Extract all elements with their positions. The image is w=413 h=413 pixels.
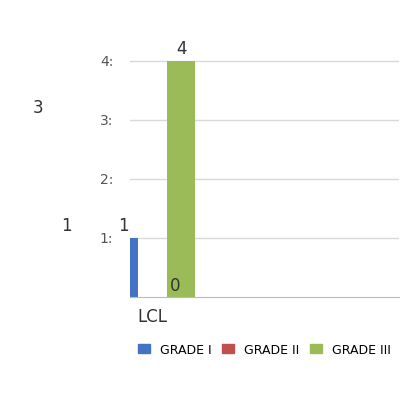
Text: 3:: 3: xyxy=(100,114,113,128)
Text: 3: 3 xyxy=(32,98,43,116)
Bar xyxy=(109,239,138,298)
Text: 2:: 2: xyxy=(100,173,113,187)
Bar xyxy=(24,121,52,298)
Bar xyxy=(166,62,195,298)
Legend: GRADE I, GRADE II, GRADE III: GRADE I, GRADE II, GRADE III xyxy=(132,338,395,361)
Bar xyxy=(52,239,81,298)
Text: 0: 0 xyxy=(169,276,180,294)
Text: 1:: 1: xyxy=(100,232,113,246)
Text: 1: 1 xyxy=(118,216,129,234)
Text: 4:: 4: xyxy=(100,55,113,69)
Text: 1: 1 xyxy=(61,216,71,234)
Text: 4: 4 xyxy=(176,39,186,57)
